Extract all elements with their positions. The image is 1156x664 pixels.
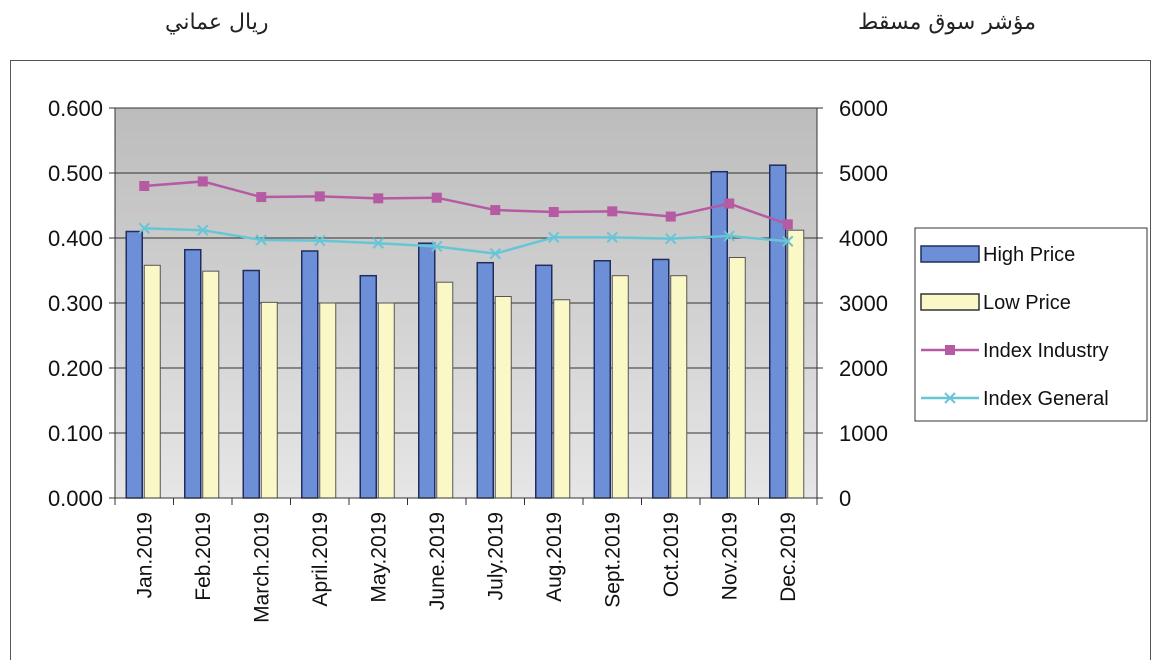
bar-high-price — [125, 230, 143, 499]
index-general-marker — [431, 240, 443, 253]
bar-high-price — [301, 250, 319, 499]
legend-swatch — [920, 293, 980, 311]
x-tick-label: June.2019 — [426, 512, 449, 610]
index-industry-marker — [607, 206, 618, 217]
bar-high-price — [476, 261, 494, 499]
index-general-marker — [138, 222, 150, 234]
right-tick-label: 6000 — [839, 96, 888, 121]
x-tick-label: April.2019 — [309, 512, 332, 607]
bar-high-price — [242, 269, 260, 499]
legend-label: Index General — [983, 388, 1109, 410]
bar-low-price — [728, 257, 746, 499]
legend: High Price Low Price Index Industry Index G… — [914, 227, 1148, 422]
x-tick-label: Jan.2019 — [133, 512, 156, 598]
index-general-marker — [372, 237, 384, 249]
legend-marker — [944, 392, 956, 404]
right-tick-label: 2000 — [839, 356, 888, 381]
index-general-marker — [723, 230, 735, 242]
bar-high-price — [652, 258, 670, 499]
bar-high-price — [593, 260, 611, 499]
index-industry-marker — [197, 176, 208, 187]
index-general-marker — [606, 231, 618, 244]
bar-low-price — [377, 302, 395, 499]
index-industry-marker — [256, 192, 267, 203]
bar-high-price — [418, 242, 436, 499]
right-tick-label: 3000 — [839, 291, 888, 316]
index-industry-marker — [665, 211, 676, 222]
index-industry-marker — [431, 192, 442, 203]
bar-low-price — [319, 302, 337, 499]
index-general-marker — [314, 234, 326, 247]
x-tick-label: Aug.2019 — [543, 512, 566, 602]
index-industry-marker — [490, 205, 501, 216]
left-tick-label: 0.200 — [48, 356, 103, 381]
bar-high-price — [769, 164, 787, 499]
bar-low-price — [494, 296, 512, 499]
bar-low-price — [553, 299, 571, 499]
legend-swatch — [920, 245, 980, 263]
legend-label: Low Price — [983, 292, 1071, 314]
index-industry-marker — [314, 191, 325, 202]
x-tick-label: Feb.2019 — [192, 512, 215, 601]
right-tick-label: 0 — [839, 486, 851, 511]
legend-label: High Price — [983, 244, 1075, 266]
x-tick-label: Oct.2019 — [660, 512, 683, 597]
index-industry-marker — [373, 193, 384, 204]
left-tick-label: 0.300 — [48, 291, 103, 316]
bar-low-price — [436, 281, 454, 499]
right-tick-label: 1000 — [839, 421, 888, 446]
right-tick-label: 4000 — [839, 226, 888, 251]
bar-low-price — [787, 229, 805, 499]
index-industry-marker — [548, 207, 559, 217]
x-tick-label: March.2019 — [250, 512, 273, 623]
chart-frame — [10, 60, 1151, 660]
left-tick-label: 0.400 — [48, 226, 103, 251]
x-tick-label: Nov.2019 — [718, 512, 741, 600]
index-general-marker — [548, 231, 560, 244]
index-lines — [138, 176, 794, 260]
left-tick-label: 0.100 — [48, 421, 103, 446]
right-tick-label: 5000 — [839, 161, 888, 186]
index-general-marker — [197, 224, 209, 236]
axes: 0.000 0.100 0.200 0.300 0.400 0.500 0.600 0 1000… — [48, 96, 888, 623]
left-tick-label: 0.500 — [48, 161, 103, 186]
index-general-marker — [665, 232, 677, 245]
legend-marker — [945, 345, 955, 355]
right-axis-caption: مؤشر سوق مسقط — [858, 10, 1036, 35]
bar-high-price — [710, 170, 728, 499]
index-general-marker — [782, 235, 794, 247]
x-tick-label: Sept.2019 — [601, 512, 624, 608]
bar-high-price — [184, 248, 202, 499]
bars — [125, 164, 805, 499]
index-general-line — [144, 227, 788, 255]
bar-high-price — [359, 274, 377, 499]
x-tick-label: Dec.2019 — [777, 512, 800, 602]
left-tick-label: 0.000 — [48, 486, 103, 511]
index-general-marker — [255, 234, 267, 246]
left-tick-label: 0.600 — [48, 96, 103, 121]
index-industry-line — [144, 180, 789, 226]
x-tick-label: July.2019 — [484, 512, 507, 600]
x-tick-label: May.2019 — [367, 512, 390, 603]
left-axis-caption: ريال عماني — [165, 10, 269, 35]
bar-low-price — [670, 275, 688, 499]
index-industry-marker — [139, 181, 150, 191]
bar-low-price — [611, 275, 629, 499]
legend-label: Index Industry — [983, 340, 1109, 362]
bar-high-price — [535, 264, 553, 499]
bar-low-price — [260, 301, 278, 499]
index-general-marker — [489, 247, 501, 260]
index-industry-marker — [782, 219, 793, 230]
bar-low-price — [202, 270, 220, 499]
index-industry-marker — [724, 198, 735, 209]
bar-low-price — [143, 264, 161, 499]
